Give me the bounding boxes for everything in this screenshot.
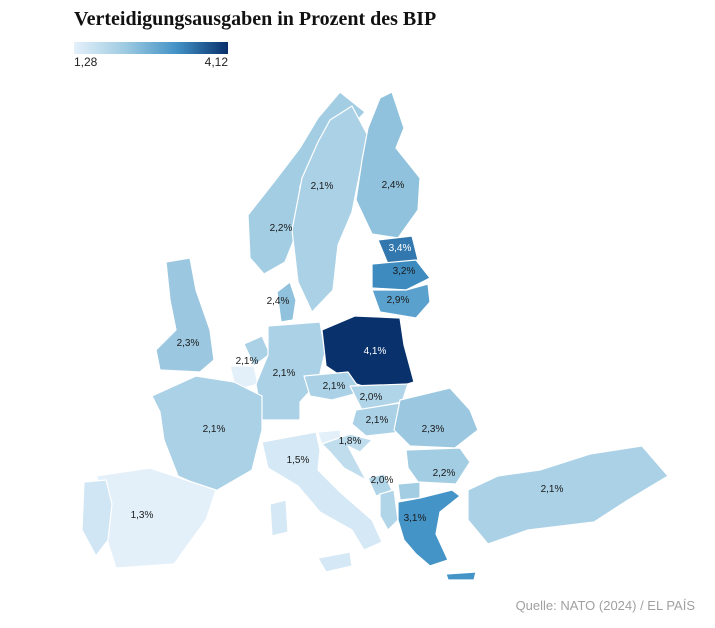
label-spain: 1,3%	[131, 510, 154, 521]
chart-title: Verteidigungsausgaben in Prozent des BIP	[74, 8, 437, 30]
country-portugal[interactable]	[81, 479, 113, 557]
label-germany: 2,1%	[273, 368, 296, 379]
country-lithuania[interactable]	[371, 283, 431, 319]
country-bulgaria[interactable]	[405, 447, 471, 485]
label-france: 2,1%	[203, 424, 226, 435]
value-labels: 2,2% 2,1% 2,4% 3,4% 3,2% 2,9% 2,4% 2,3% …	[131, 180, 564, 524]
country-denmark[interactable]	[276, 281, 297, 323]
country-finland[interactable]	[355, 91, 421, 239]
country-romania[interactable]	[393, 387, 479, 449]
label-czechia: 2,1%	[323, 381, 346, 392]
label-romania: 2,3%	[422, 424, 445, 435]
label-turkey: 2,1%	[541, 484, 564, 495]
label-norway: 2,2%	[270, 223, 293, 234]
country-uk[interactable]	[155, 257, 215, 373]
label-slovakia: 2,0%	[360, 392, 383, 403]
label-netherlands: 2,1%	[236, 356, 259, 367]
color-legend: 1,28 4,12	[74, 42, 228, 69]
source-credit: Quelle: NATO (2024) / EL PAÍS	[515, 598, 695, 613]
country-croatia[interactable]	[321, 433, 373, 481]
legend-max-label: 4,12	[204, 55, 228, 69]
label-finland: 2,4%	[382, 180, 405, 191]
region-ireland	[114, 307, 151, 357]
country-turkey[interactable]	[467, 445, 669, 545]
label-italy: 1,5%	[287, 455, 310, 466]
label-estonia: 3,4%	[389, 243, 412, 254]
country-latvia[interactable]	[371, 259, 431, 291]
country-greece-crete[interactable]	[445, 571, 477, 581]
country-albania[interactable]	[379, 489, 399, 531]
label-poland: 4,1%	[364, 346, 387, 357]
legend-min-label: 1,28	[74, 55, 98, 69]
country-italy-sicily[interactable]	[317, 551, 353, 573]
label-sweden: 2,1%	[311, 181, 334, 192]
country-estonia[interactable]	[377, 235, 419, 265]
country-hungary[interactable]	[351, 401, 407, 437]
region-austria	[299, 409, 361, 433]
label-latvia: 3,2%	[393, 266, 416, 277]
country-north-macedonia[interactable]	[397, 481, 421, 501]
label-lithuania: 2,9%	[387, 295, 410, 306]
country-czechia[interactable]	[303, 371, 363, 401]
label-uk: 2,3%	[177, 338, 200, 349]
label-bulgaria: 2,2%	[433, 468, 456, 479]
country-italy-sardinia[interactable]	[269, 499, 289, 537]
label-hungary: 2,1%	[366, 415, 389, 426]
country-greece[interactable]	[397, 489, 461, 567]
country-italy[interactable]	[261, 431, 383, 551]
label-montenegro: 2,0%	[371, 475, 394, 486]
country-france[interactable]	[151, 375, 263, 493]
label-greece: 3,1%	[404, 513, 427, 524]
label-denmark: 2,4%	[267, 296, 290, 307]
legend-gradient-bar	[74, 42, 228, 54]
country-sweden[interactable]	[291, 105, 369, 313]
label-croatia: 1,8%	[339, 436, 362, 447]
